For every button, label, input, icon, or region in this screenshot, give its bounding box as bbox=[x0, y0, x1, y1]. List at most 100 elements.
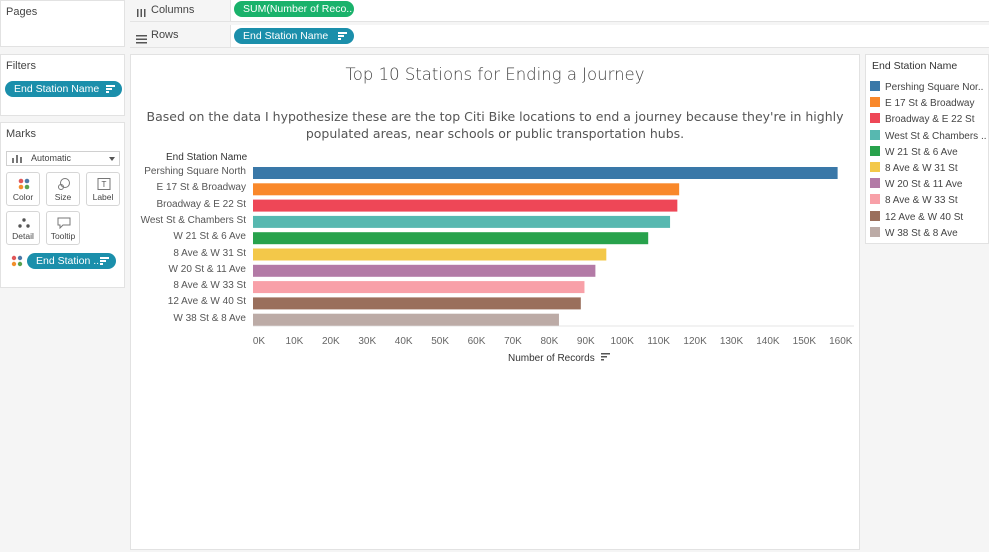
bar[interactable] bbox=[253, 264, 596, 277]
columns-icon bbox=[137, 5, 146, 17]
chevron-down-icon bbox=[109, 157, 115, 161]
pages-title: Pages bbox=[6, 6, 38, 18]
legend-swatch bbox=[870, 129, 880, 140]
tooltip-button[interactable]: Tooltip bbox=[46, 211, 80, 245]
legend-swatch bbox=[870, 226, 880, 237]
bar-chart-icon bbox=[12, 155, 22, 163]
columns-pill[interactable]: SUM(Number of Reco.. bbox=[234, 1, 354, 17]
bar[interactable] bbox=[253, 167, 838, 179]
rows-icon bbox=[136, 31, 147, 44]
sort-icon[interactable] bbox=[601, 353, 611, 361]
label-button[interactable]: T Label bbox=[86, 172, 120, 206]
sort-icon bbox=[100, 257, 109, 265]
x-tick-label: 30K bbox=[358, 336, 377, 347]
x-tick-label: 140K bbox=[756, 336, 780, 347]
detail-button[interactable]: Detail bbox=[6, 211, 40, 245]
rows-drop-area[interactable]: End Station Name bbox=[230, 25, 989, 47]
row-label[interactable]: 12 Ave & W 40 St bbox=[167, 296, 246, 308]
bar[interactable] bbox=[253, 199, 678, 212]
row-label[interactable]: E 17 St & Broadway bbox=[156, 182, 247, 194]
tooltip-icon bbox=[57, 217, 71, 229]
legend-item[interactable]: 12 Ave & W 40 St bbox=[870, 210, 964, 227]
legend-swatch bbox=[870, 97, 880, 108]
color-button[interactable]: Color bbox=[6, 172, 40, 206]
color-icon bbox=[18, 178, 30, 190]
size-label: Size bbox=[54, 192, 72, 202]
rows-pill[interactable]: End Station Name bbox=[234, 28, 354, 44]
bar[interactable] bbox=[253, 215, 671, 228]
legend-label: W 38 St & 8 Ave bbox=[885, 227, 958, 239]
x-tick-label: 130K bbox=[719, 336, 744, 347]
filters-title: Filters bbox=[6, 60, 36, 72]
size-button[interactable]: Size bbox=[46, 172, 80, 206]
legend-item[interactable]: W 38 St & 8 Ave bbox=[870, 226, 958, 243]
row-label[interactable]: W 21 St & 6 Ave bbox=[173, 231, 246, 243]
x-tick-label: 70K bbox=[504, 336, 522, 347]
rows-label: Rows bbox=[151, 29, 179, 41]
bar[interactable] bbox=[253, 248, 607, 261]
legend-item[interactable]: Pershing Square Nor.. bbox=[870, 81, 983, 97]
legend-swatch bbox=[870, 145, 880, 156]
legend-item[interactable]: 8 Ave & W 33 St bbox=[870, 194, 958, 210]
marks-title: Marks bbox=[6, 128, 36, 140]
filter-pill[interactable]: End Station Name bbox=[5, 81, 122, 97]
bar[interactable] bbox=[253, 281, 585, 294]
bar[interactable] bbox=[253, 313, 559, 326]
columns-drop-area[interactable]: SUM(Number of Reco.. bbox=[230, 0, 989, 21]
row-label[interactable]: W 20 St & 11 Ave bbox=[168, 263, 246, 275]
color-label: Color bbox=[12, 192, 34, 202]
legend-label: W 21 St & 6 Ave bbox=[885, 146, 958, 158]
detail-icon bbox=[18, 218, 30, 228]
color-icon bbox=[11, 255, 23, 267]
x-axis-label-text: Number of Records bbox=[508, 353, 595, 364]
filter-pill-label: End Station Name bbox=[14, 83, 100, 95]
x-tick-label: 10K bbox=[285, 336, 304, 347]
x-tick-label: 60K bbox=[467, 336, 486, 347]
color-legend: End Station Name Pershing Square Nor.. E … bbox=[865, 54, 989, 244]
label-label: Label bbox=[92, 192, 114, 202]
tooltip-label: Tooltip bbox=[50, 231, 76, 241]
row-label[interactable]: W 38 St & 8 Ave bbox=[173, 312, 246, 324]
row-label[interactable]: Pershing Square North bbox=[144, 166, 246, 177]
detail-label: Detail bbox=[12, 231, 34, 241]
chart-subtitle: Based on the data I hypothesize these ar… bbox=[146, 109, 844, 141]
pages-panel: Pages bbox=[0, 0, 125, 47]
legend-item[interactable]: 8 Ave & W 31 St bbox=[870, 162, 958, 178]
legend-label: 12 Ave & W 40 St bbox=[885, 211, 964, 223]
x-tick-label: 100K bbox=[610, 336, 634, 347]
row-label[interactable]: West St & Chambers St bbox=[140, 214, 246, 226]
x-tick-label: 40K bbox=[394, 336, 413, 347]
bar[interactable] bbox=[253, 232, 649, 245]
x-axis-label: Number of Records bbox=[508, 353, 611, 364]
rows-pill-label: End Station Name bbox=[243, 30, 329, 42]
legend-label: West St & Chambers .. bbox=[885, 130, 987, 142]
legend-item[interactable]: W 21 St & 6 Ave bbox=[870, 145, 958, 162]
x-tick-label: 150K bbox=[792, 336, 817, 347]
row-label[interactable]: 8 Ave & W 33 St bbox=[173, 280, 246, 292]
bar[interactable] bbox=[253, 183, 680, 196]
row-label[interactable]: Broadway & E 22 St bbox=[156, 198, 247, 210]
legend-swatch bbox=[870, 162, 880, 172]
legend-item[interactable]: W 20 St & 11 Ave bbox=[870, 178, 962, 194]
legend-item[interactable]: Broadway & E 22 St bbox=[870, 113, 975, 129]
marks-panel: Marks Automatic Color Size T Label Detai… bbox=[0, 122, 125, 288]
legend-label: 8 Ave & W 31 St bbox=[885, 163, 958, 174]
legend-title: End Station Name bbox=[872, 60, 958, 72]
x-tick-label: 160K bbox=[829, 336, 853, 347]
legend-label: E 17 St & Broadway bbox=[885, 98, 975, 110]
sort-icon bbox=[106, 85, 115, 93]
viz-view: Top 10 Stations for Ending a Journey Bas… bbox=[130, 54, 860, 550]
x-tick-label: 110K bbox=[647, 336, 670, 347]
x-tick-label: 80K bbox=[540, 336, 559, 347]
row-label[interactable]: 8 Ave & W 31 St bbox=[173, 247, 246, 259]
rows-shelf: Rows End Station Name bbox=[130, 25, 989, 48]
columns-label: Columns bbox=[151, 4, 195, 16]
mark-type-dropdown[interactable]: Automatic bbox=[6, 151, 120, 166]
legend-label: Broadway & E 22 St bbox=[885, 114, 975, 126]
legend-item[interactable]: West St & Chambers .. bbox=[870, 129, 987, 146]
bar[interactable] bbox=[253, 297, 581, 310]
legend-label: 8 Ave & W 33 St bbox=[885, 195, 958, 207]
x-tick-label: 0K bbox=[252, 336, 266, 347]
legend-item[interactable]: E 17 St & Broadway bbox=[870, 97, 975, 113]
color-pill[interactable]: End Station .. bbox=[27, 253, 116, 269]
